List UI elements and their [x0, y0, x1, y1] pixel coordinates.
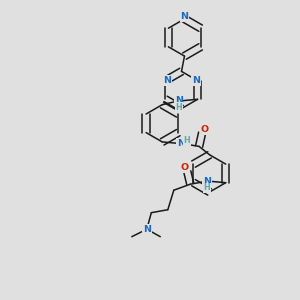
Text: N: N — [181, 12, 188, 21]
Text: N: N — [177, 139, 185, 148]
Text: N: N — [143, 225, 151, 234]
Text: H: H — [203, 183, 210, 192]
Text: N: N — [175, 96, 183, 105]
Text: O: O — [200, 125, 208, 134]
Text: H: H — [175, 103, 182, 112]
Text: N: N — [163, 76, 171, 85]
Text: N: N — [203, 177, 211, 186]
Text: O: O — [180, 163, 188, 172]
Text: H: H — [184, 136, 190, 145]
Text: N: N — [192, 76, 200, 85]
